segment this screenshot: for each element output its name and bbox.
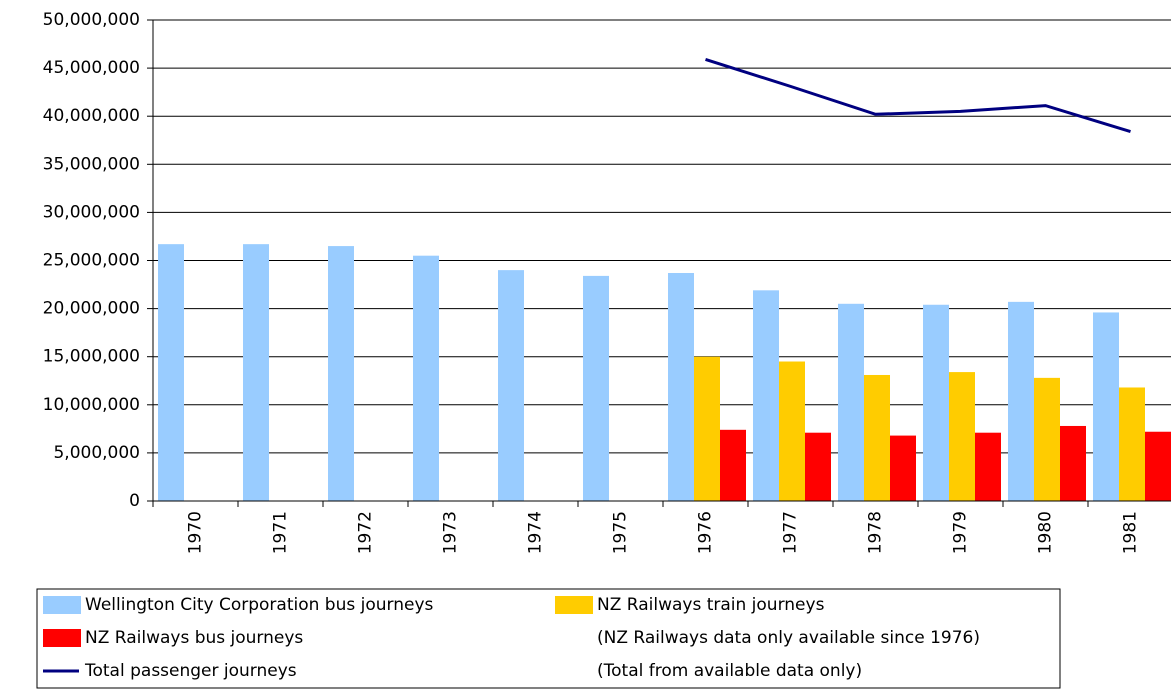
bar (243, 244, 269, 501)
bar (1119, 387, 1145, 501)
y-tick-label: 35,000,000 (43, 154, 140, 174)
bar (158, 244, 184, 501)
x-tick-label: 1980 (1036, 511, 1056, 554)
bar (1008, 301, 1034, 501)
x-tick-label: 1972 (356, 511, 376, 554)
bar (668, 273, 694, 501)
y-tick-label: 40,000,000 (43, 106, 140, 126)
y-tick-label: 45,000,000 (43, 58, 140, 78)
bar (890, 435, 916, 501)
x-tick-label: 1977 (781, 511, 801, 554)
bar (975, 432, 1001, 501)
bar (949, 372, 975, 501)
x-tick-label: 1973 (441, 511, 461, 554)
legend-note: (Total from available data only) (597, 661, 862, 681)
bar (1093, 312, 1119, 501)
legend-note: (NZ Railways data only available since 1… (597, 628, 980, 648)
bar (583, 275, 609, 501)
x-tick-label: 1974 (526, 511, 546, 554)
bar (864, 374, 890, 501)
x-tick-label: 1971 (271, 511, 291, 554)
x-tick-label: 1979 (951, 511, 971, 554)
x-tick-label: 1976 (696, 511, 716, 554)
x-tick-label: 1981 (1121, 511, 1141, 554)
bar (838, 303, 864, 501)
y-tick-label: 25,000,000 (43, 251, 140, 271)
y-tick-label: 30,000,000 (43, 202, 140, 222)
legend-swatch (43, 629, 81, 647)
x-tick-label: 1978 (866, 511, 886, 554)
y-tick-label: 20,000,000 (43, 299, 140, 319)
y-tick-label: 15,000,000 (43, 347, 140, 367)
bar (1060, 425, 1086, 501)
y-tick-label: 10,000,000 (43, 395, 140, 415)
bar (753, 290, 779, 501)
bar (413, 255, 439, 501)
bar (805, 432, 831, 501)
y-tick-label: 50,000,000 (43, 10, 140, 30)
bar (720, 429, 746, 501)
legend-label: Wellington City Corporation bus journeys (85, 595, 434, 615)
line (705, 58, 1131, 134)
bar (923, 304, 949, 501)
bar (694, 356, 720, 501)
bar (1034, 377, 1060, 501)
legend-label: NZ Railways bus journeys (85, 628, 303, 648)
legend-label: Total passenger journeys (84, 661, 297, 681)
y-tick-label: 5,000,000 (53, 443, 140, 463)
legend-swatch (43, 596, 81, 614)
legend-box (36, 588, 1061, 689)
legend-label: NZ Railways train journeys (597, 595, 825, 615)
legend-swatch (555, 596, 593, 614)
bar (779, 361, 805, 501)
bar (1145, 431, 1171, 501)
y-tick-label: 0 (129, 491, 140, 511)
x-tick-label: 1970 (186, 511, 206, 554)
x-tick-label: 1975 (611, 511, 631, 554)
bar (328, 246, 354, 501)
bar (498, 270, 524, 501)
